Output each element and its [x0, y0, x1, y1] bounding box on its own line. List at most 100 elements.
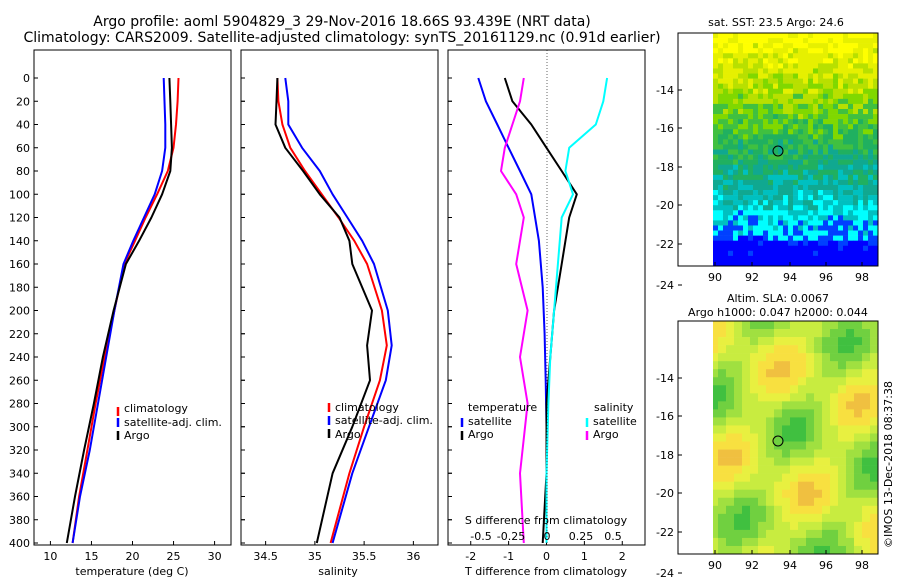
s-tick-label: 0.5 [604, 530, 622, 543]
sst-cell [753, 103, 759, 110]
sst-cell [738, 174, 744, 181]
sla-cell [862, 329, 871, 338]
sst-cell [813, 129, 819, 135]
sst-cell [768, 58, 774, 64]
sst-cell [853, 139, 859, 145]
sst-cell [763, 149, 769, 155]
y-tick-label: 380 [9, 514, 30, 527]
sla-cell [734, 417, 743, 426]
sla-cell [790, 393, 799, 402]
sst-cell [823, 174, 829, 181]
sla-cell [750, 361, 759, 370]
sst-cell [773, 154, 779, 160]
sst-cell [743, 58, 749, 64]
sla-cell [758, 385, 767, 394]
sst-cell [843, 58, 849, 64]
sla-cell [742, 505, 751, 515]
sla-cell [750, 537, 759, 547]
sst-cell [753, 159, 759, 165]
sla-cell [758, 497, 767, 507]
sst-cell [753, 119, 759, 125]
sst-cell [858, 164, 864, 171]
sst-cell [783, 88, 789, 95]
sst-cell [873, 200, 879, 206]
sst-cell [768, 144, 774, 150]
map-y-tick-label: -20 [656, 199, 674, 212]
sst-cell [748, 63, 754, 69]
sla-cell [846, 481, 855, 491]
sst-cell [793, 260, 799, 267]
sst-cell [728, 48, 734, 54]
sst-cell [778, 230, 784, 236]
sst-cell [773, 43, 779, 49]
sst-cell [738, 220, 744, 226]
series-argo [274, 77, 373, 544]
sst-cell [873, 78, 879, 84]
sla-cell [798, 329, 807, 338]
sst-cell [813, 93, 819, 100]
sst-cell [748, 220, 754, 226]
sst-cell [788, 134, 794, 140]
sst-cell [713, 78, 719, 84]
sst-cell [863, 33, 869, 39]
sla-cell [726, 329, 735, 338]
sst-cell [748, 215, 754, 221]
sst-cell [758, 164, 764, 171]
sla-cell [830, 377, 839, 386]
sst-cell [858, 33, 864, 39]
sst-cell [818, 68, 824, 74]
sla-cell [846, 497, 855, 507]
sst-cell [873, 255, 879, 262]
sst-cell [778, 240, 784, 247]
sst-cell [818, 215, 824, 221]
sla-cell [846, 345, 855, 354]
sla-cell [806, 465, 815, 474]
sst-cell [808, 149, 814, 155]
map-y-tick-label: -18 [656, 449, 674, 462]
sst-cell [873, 210, 879, 216]
sst-cell [798, 98, 804, 105]
sst-cell [868, 119, 874, 125]
sst-cell [833, 164, 839, 171]
sla-cell [790, 457, 799, 466]
sst-cell [818, 93, 824, 100]
sst-cell [728, 124, 734, 130]
sst-cell [788, 38, 794, 44]
sst-cell [713, 220, 719, 226]
sst-cell [728, 245, 734, 252]
sst-cell [728, 184, 734, 191]
sla-cell [854, 537, 863, 547]
sst-cell [713, 129, 719, 135]
sst-cell [778, 103, 784, 110]
sst-cell [818, 205, 824, 211]
sst-cell [808, 245, 814, 252]
sla-cell [870, 457, 879, 466]
sst-cell [823, 215, 829, 221]
sst-cell [733, 33, 739, 39]
sst-cell [778, 260, 784, 267]
x-tick-label: 36 [406, 550, 420, 563]
sst-cell [728, 149, 734, 155]
sla-cell [814, 513, 823, 523]
sst-cell [848, 159, 854, 165]
sla-cell [798, 385, 807, 394]
sla-cell [766, 505, 775, 515]
sla-cell [822, 465, 831, 474]
sla-cell [846, 449, 855, 458]
sst-cell [763, 144, 769, 150]
sla-cell [838, 409, 847, 418]
sla-cell [750, 529, 759, 539]
sla-cell [750, 345, 759, 354]
sla-cell [742, 345, 751, 354]
sst-cell [713, 215, 719, 221]
sst-cell [753, 215, 759, 221]
sst-cell [718, 159, 724, 165]
sst-cell [723, 119, 729, 125]
sst-cell [728, 154, 734, 160]
sst-cell [868, 124, 874, 130]
sst-cell [773, 53, 779, 59]
sst-cell [833, 169, 839, 176]
sst-cell [768, 174, 774, 181]
sst-cell [858, 78, 864, 84]
sla-cell [750, 441, 759, 450]
